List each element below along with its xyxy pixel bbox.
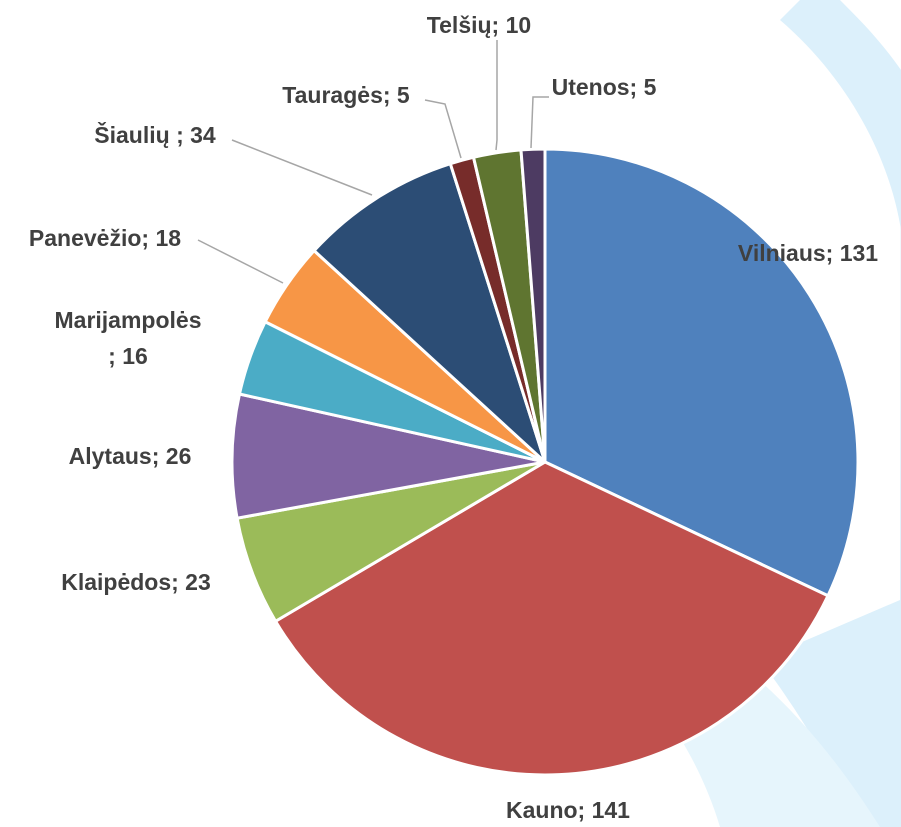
leader-line: [530, 96, 549, 149]
data-label: Alytaus; 26: [69, 443, 192, 469]
data-label: Utenos; 5: [552, 74, 657, 100]
slice: [543, 147, 860, 598]
leader-line: [424, 99, 462, 159]
slice: [519, 147, 547, 464]
data-label: Kauno; 141: [506, 797, 630, 823]
data-label: Panevėžio; 18: [29, 225, 181, 251]
slices: [230, 147, 860, 777]
leader-line: [495, 40, 498, 151]
leader-line: [197, 239, 284, 284]
data-label: Marijampolės; 16: [55, 307, 202, 369]
labels: Vilniaus; 131 Kauno; 141 Klaipėdos; 23 Alyt…: [29, 12, 878, 823]
leader-line: [231, 139, 373, 196]
data-label: Klaipėdos; 23: [61, 569, 211, 595]
slice: [230, 392, 547, 520]
data-label: Tauragės; 5: [282, 82, 410, 108]
data-label: Vilniaus; 131: [738, 240, 878, 266]
data-label: Telšių; 10: [427, 12, 531, 38]
data-label: Šiaulių ; 34: [94, 121, 216, 148]
slice: [312, 162, 547, 464]
